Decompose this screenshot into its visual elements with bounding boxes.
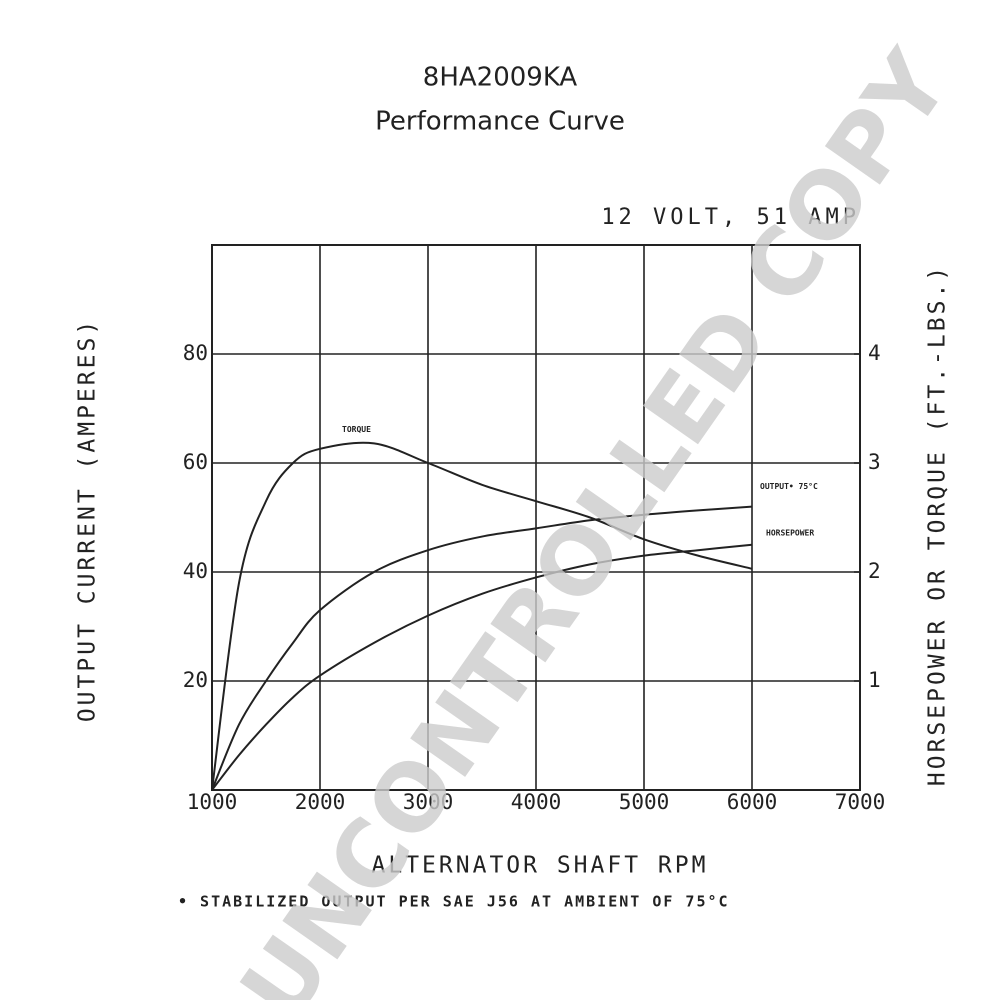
x-tick-label: 6000	[727, 790, 778, 814]
footnote: • STABILIZED OUTPUT PER SAE J56 AT AMBIE…	[178, 893, 730, 911]
x-tick-label: 1000	[187, 790, 238, 814]
y2-tick-label: 3	[868, 450, 881, 474]
series-label: TORQUE	[342, 425, 371, 434]
y2-tick-label: 4	[868, 341, 881, 365]
series-line	[211, 441, 753, 791]
x-axis-label: ALTERNATOR SHAFT RPM	[372, 853, 709, 879]
x-tick-label: 2000	[295, 790, 346, 814]
series-label: HORSEPOWER	[766, 528, 814, 537]
x-tick-label: 3000	[403, 790, 454, 814]
plot-area: 1000 2000 3000 4000 5000 6000 7000 20 40 60 80 1 2 3 4…	[183, 244, 886, 814]
chart-title: 8HA2009KA	[423, 63, 578, 93]
x-tick-label: 4000	[511, 790, 562, 814]
series-line	[211, 543, 753, 791]
y-tick-label: 60	[183, 450, 208, 474]
x-tick-label: 7000	[835, 790, 886, 814]
y-tick-label: 20	[183, 668, 208, 692]
series-line	[211, 505, 753, 791]
series-label: OUTPUT• 75°C	[760, 482, 818, 491]
chart-subtitle: Performance Curve	[375, 107, 625, 137]
y2-tick-label: 1	[868, 668, 881, 692]
y-axis-label: OUTPUT CURRENT (AMPERES)	[75, 318, 101, 722]
x-tick-label: 5000	[619, 790, 670, 814]
y2-tick-label: 2	[868, 559, 881, 583]
y2-axis-label: HORSEPOWER OR TORQUE (FT.-LBS.)	[925, 264, 951, 786]
y-tick-label: 80	[183, 341, 208, 365]
y-tick-label: 40	[183, 559, 208, 583]
rating-annotation: 12 VOLT, 51 AMP	[601, 205, 860, 230]
